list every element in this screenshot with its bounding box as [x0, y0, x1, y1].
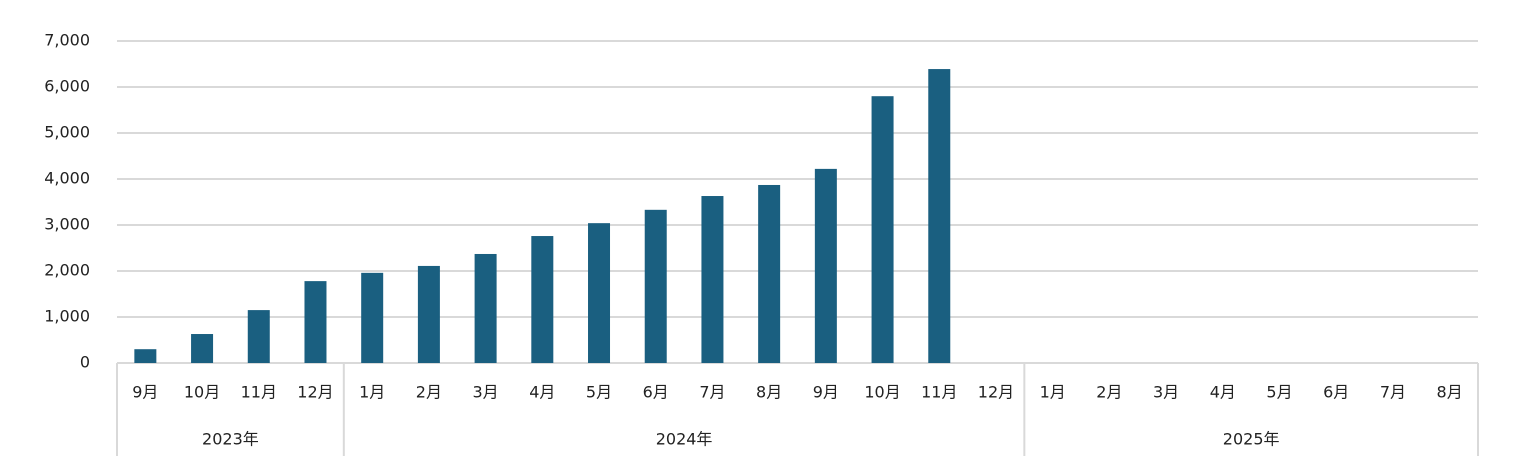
y-tick-label: 7,000	[44, 31, 90, 50]
bar	[871, 96, 894, 363]
x-tick-label: 8月	[756, 383, 782, 402]
x-tick-label: 7月	[1380, 383, 1406, 402]
bar	[588, 223, 611, 363]
x-tick-label: 5月	[586, 383, 612, 402]
year-label: 2024年	[656, 430, 713, 449]
x-tick-label: 3月	[473, 383, 499, 402]
bar	[758, 184, 781, 363]
x-tick-label: 1月	[359, 383, 385, 402]
x-tick-label: 12月	[297, 383, 333, 402]
x-tick-label: 9月	[813, 383, 839, 402]
x-tick-label: 4月	[529, 383, 555, 402]
bar	[474, 253, 497, 363]
bar	[191, 334, 214, 363]
x-tick-label: 7月	[699, 383, 725, 402]
x-tick-label: 10月	[184, 383, 220, 402]
bar	[644, 209, 667, 363]
bar	[928, 69, 951, 363]
x-tick-label: 9月	[132, 383, 158, 402]
x-tick-label: 5月	[1266, 383, 1292, 402]
x-tick-label: 4月	[1210, 383, 1236, 402]
y-tick-label: 3,000	[44, 215, 90, 234]
x-tick-label: 6月	[1323, 383, 1349, 402]
y-tick-label: 0	[80, 353, 90, 372]
bar	[304, 281, 327, 363]
year-label: 2023年	[202, 430, 259, 449]
y-tick-label: 4,000	[44, 169, 90, 188]
y-tick-label: 6,000	[44, 77, 90, 96]
x-tick-label: 11月	[921, 383, 957, 402]
bar	[134, 349, 157, 363]
x-tick-label: 6月	[643, 383, 669, 402]
y-tick-label: 1,000	[44, 307, 90, 326]
y-tick-label: 5,000	[44, 123, 90, 142]
bar	[814, 168, 837, 363]
x-tick-label: 1月	[1040, 383, 1066, 402]
x-tick-label: 12月	[978, 383, 1014, 402]
x-tick-label: 2月	[416, 383, 442, 402]
x-tick-label: 2月	[1096, 383, 1122, 402]
x-tick-label: 11月	[241, 383, 277, 402]
x-tick-label: 8月	[1437, 383, 1463, 402]
bar	[701, 196, 724, 363]
year-label: 2025年	[1223, 430, 1280, 449]
bar	[417, 265, 440, 363]
bar	[247, 310, 270, 363]
bar	[361, 272, 384, 363]
y-tick-label: 2,000	[44, 261, 90, 280]
x-tick-label: 10月	[864, 383, 900, 402]
x-tick-label: 3月	[1153, 383, 1179, 402]
bar	[531, 236, 554, 363]
